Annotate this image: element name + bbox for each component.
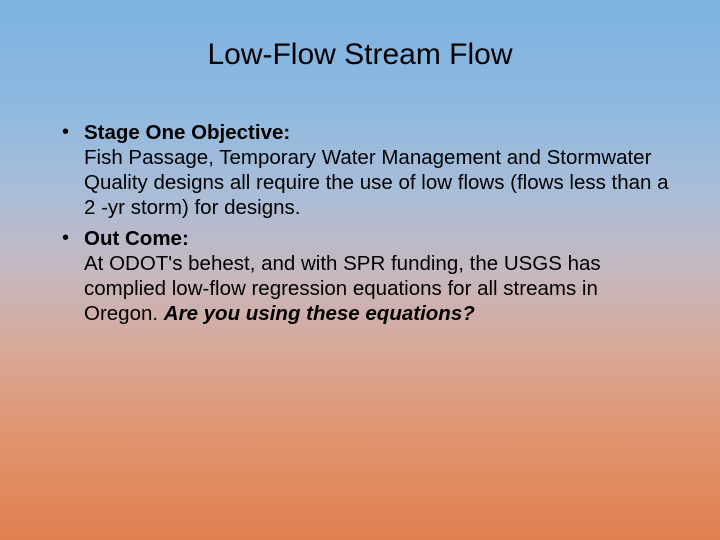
bullet-item: Out Come: At ODOT's behest, and with SPR… — [60, 226, 670, 326]
bullet-heading: Out Come: — [84, 227, 189, 250]
slide: Low-Flow Stream Flow Stage One Objective… — [0, 0, 720, 540]
bullet-item: Stage One Objective: Fish Passage, Tempo… — [60, 120, 670, 220]
bullet-emphasis: Are you using these equations? — [164, 302, 475, 325]
bullet-list: Stage One Objective: Fish Passage, Tempo… — [50, 120, 670, 326]
bullet-body: Fish Passage, Temporary Water Management… — [84, 146, 669, 219]
slide-title: Low-Flow Stream Flow — [50, 38, 670, 72]
bullet-heading: Stage One Objective: — [84, 121, 290, 144]
